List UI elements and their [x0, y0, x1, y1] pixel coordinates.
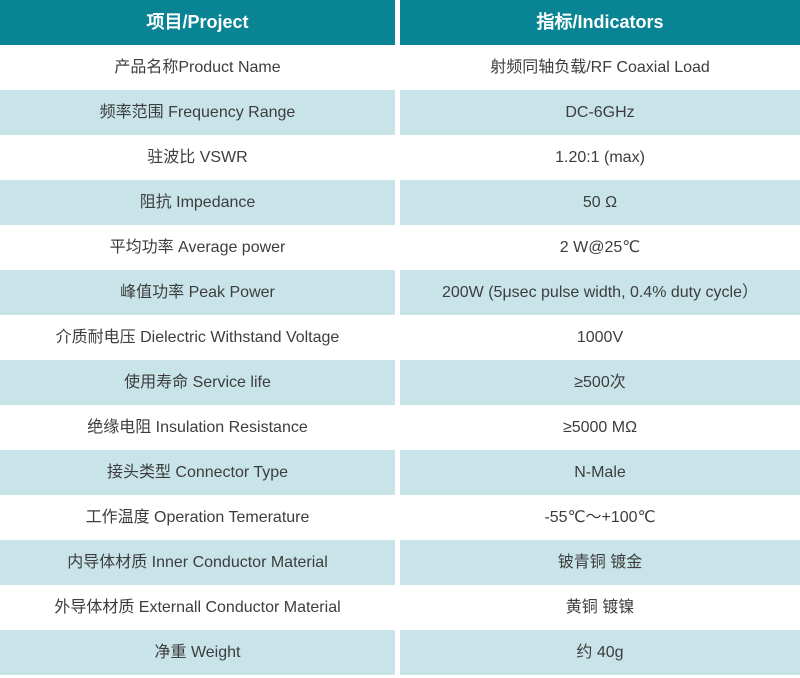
table-header-row: 项目/Project 指标/Indicators [0, 0, 800, 45]
project-cell: 绝缘电阻 Insulation Resistance [0, 405, 395, 450]
table-row-inner-conductor-material: 内导体材质 Inner Conductor Material 铍青铜 镀金 [0, 540, 800, 585]
table-row-weight: 净重 Weight 约 40g [0, 630, 800, 675]
project-cell: 工作温度 Operation Temerature [0, 495, 395, 540]
indicator-cell: 50 Ω [400, 180, 800, 225]
project-cell: 频率范围 Frequency Range [0, 90, 395, 135]
indicator-cell: 1000V [400, 315, 800, 360]
table-row-product-name: 产品名称Product Name 射频同轴负载/RF Coaxial Load [0, 45, 800, 90]
indicator-cell: 铍青铜 镀金 [400, 540, 800, 585]
project-cell: 平均功率 Average power [0, 225, 395, 270]
project-cell: 内导体材质 Inner Conductor Material [0, 540, 395, 585]
table-row-frequency-range: 频率范围 Frequency Range DC-6GHz [0, 90, 800, 135]
project-cell: 使用寿命 Service life [0, 360, 395, 405]
indicator-cell: N-Male [400, 450, 800, 495]
table-row-service-life: 使用寿命 Service life ≥500次 [0, 360, 800, 405]
table-row-average-power: 平均功率 Average power 2 W@25℃ [0, 225, 800, 270]
project-cell: 介质耐电压 Dielectric Withstand Voltage [0, 315, 395, 360]
indicator-cell: -55℃～+100℃ [400, 495, 800, 540]
table-row-external-conductor-material: 外导体材质 Externall Conductor Material 黄铜 镀镍 [0, 585, 800, 630]
table-row-operation-temperature: 工作温度 Operation Temerature -55℃～+100℃ [0, 495, 800, 540]
header-indicators: 指标/Indicators [400, 0, 800, 45]
indicator-cell: 射频同轴负载/RF Coaxial Load [400, 45, 800, 90]
project-cell: 净重 Weight [0, 630, 395, 675]
indicator-cell: ≥500次 [400, 360, 800, 405]
table-row-vswr: 驻波比 VSWR 1.20:1 (max) [0, 135, 800, 180]
project-cell: 驻波比 VSWR [0, 135, 395, 180]
indicator-cell: ≥5000 MΩ [400, 405, 800, 450]
table-row-dielectric-withstand-voltage: 介质耐电压 Dielectric Withstand Voltage 1000V [0, 315, 800, 360]
indicator-cell: 2 W@25℃ [400, 225, 800, 270]
indicator-cell: 1.20:1 (max) [400, 135, 800, 180]
project-cell: 峰值功率 Peak Power [0, 270, 395, 315]
bottom-margin-strip [0, 675, 800, 678]
indicator-cell: 200W (5μsec pulse width, 0.4% duty cycle… [400, 270, 800, 315]
indicator-cell: 约 40g [400, 630, 800, 675]
header-project: 项目/Project [0, 0, 395, 45]
table-row-connector-type: 接头类型 Connector Type N-Male [0, 450, 800, 495]
table-row-peak-power: 峰值功率 Peak Power 200W (5μsec pulse width,… [0, 270, 800, 315]
indicator-cell: 黄铜 镀镍 [400, 585, 800, 630]
indicator-cell: DC-6GHz [400, 90, 800, 135]
project-cell: 阻抗 Impedance [0, 180, 395, 225]
project-cell: 产品名称Product Name [0, 45, 395, 90]
table-row-impedance: 阻抗 Impedance 50 Ω [0, 180, 800, 225]
table-row-insulation-resistance: 绝缘电阻 Insulation Resistance ≥5000 MΩ [0, 405, 800, 450]
project-cell: 外导体材质 Externall Conductor Material [0, 585, 395, 630]
project-cell: 接头类型 Connector Type [0, 450, 395, 495]
